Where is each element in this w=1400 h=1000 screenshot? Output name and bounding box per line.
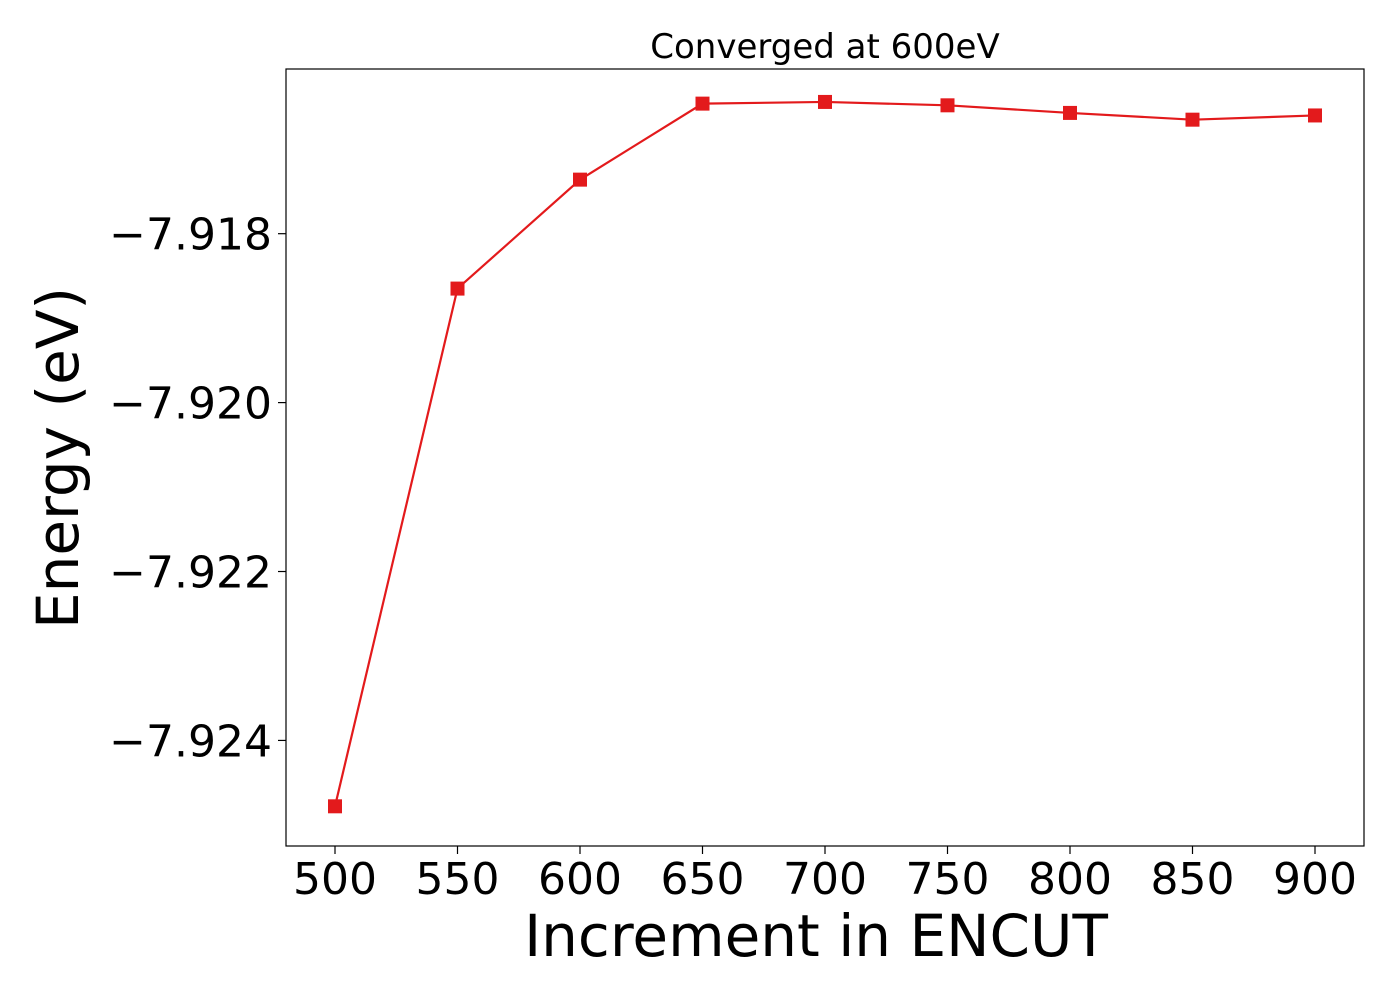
data-point-marker (1063, 105, 1077, 120)
x-tick-label: 650 (661, 854, 745, 905)
x-tick-label: 550 (416, 854, 500, 905)
x-tick-label: 900 (1273, 854, 1357, 905)
x-tick-label: 750 (906, 854, 990, 905)
y-axis: −7.918 −7.920 −7.922 −7.924 (109, 210, 286, 767)
data-point-marker (940, 98, 955, 113)
y-axis-label: Energy (eV) (24, 287, 92, 629)
data-point-marker (695, 96, 710, 111)
y-tick-label: −7.920 (109, 379, 272, 430)
x-tick-label: 600 (538, 854, 622, 905)
x-tick-label: 850 (1151, 854, 1235, 905)
x-tick-label: 700 (783, 854, 867, 905)
x-axis-label: Increment in ENCUT (524, 902, 1108, 970)
data-point-marker (1308, 108, 1322, 123)
y-tick-label: −7.922 (109, 548, 272, 599)
chart-title: Converged at 600eV (650, 27, 999, 67)
x-axis: 500 550 600 650 700 750 800 850 900 (293, 846, 1357, 905)
plot-frame (285, 68, 1365, 847)
x-tick-label: 800 (1028, 854, 1112, 905)
series-line (333, 100, 1316, 807)
data-point-marker (1185, 112, 1200, 127)
data-point-marker (328, 799, 342, 814)
series-layer (328, 94, 1322, 814)
y-tick-label: −7.924 (109, 716, 272, 767)
y-tick-label: −7.918 (109, 210, 272, 261)
x-tick-label: 500 (293, 854, 377, 905)
data-point-marker (450, 281, 465, 296)
data-point-marker (573, 172, 587, 187)
data-point-marker (818, 94, 832, 109)
